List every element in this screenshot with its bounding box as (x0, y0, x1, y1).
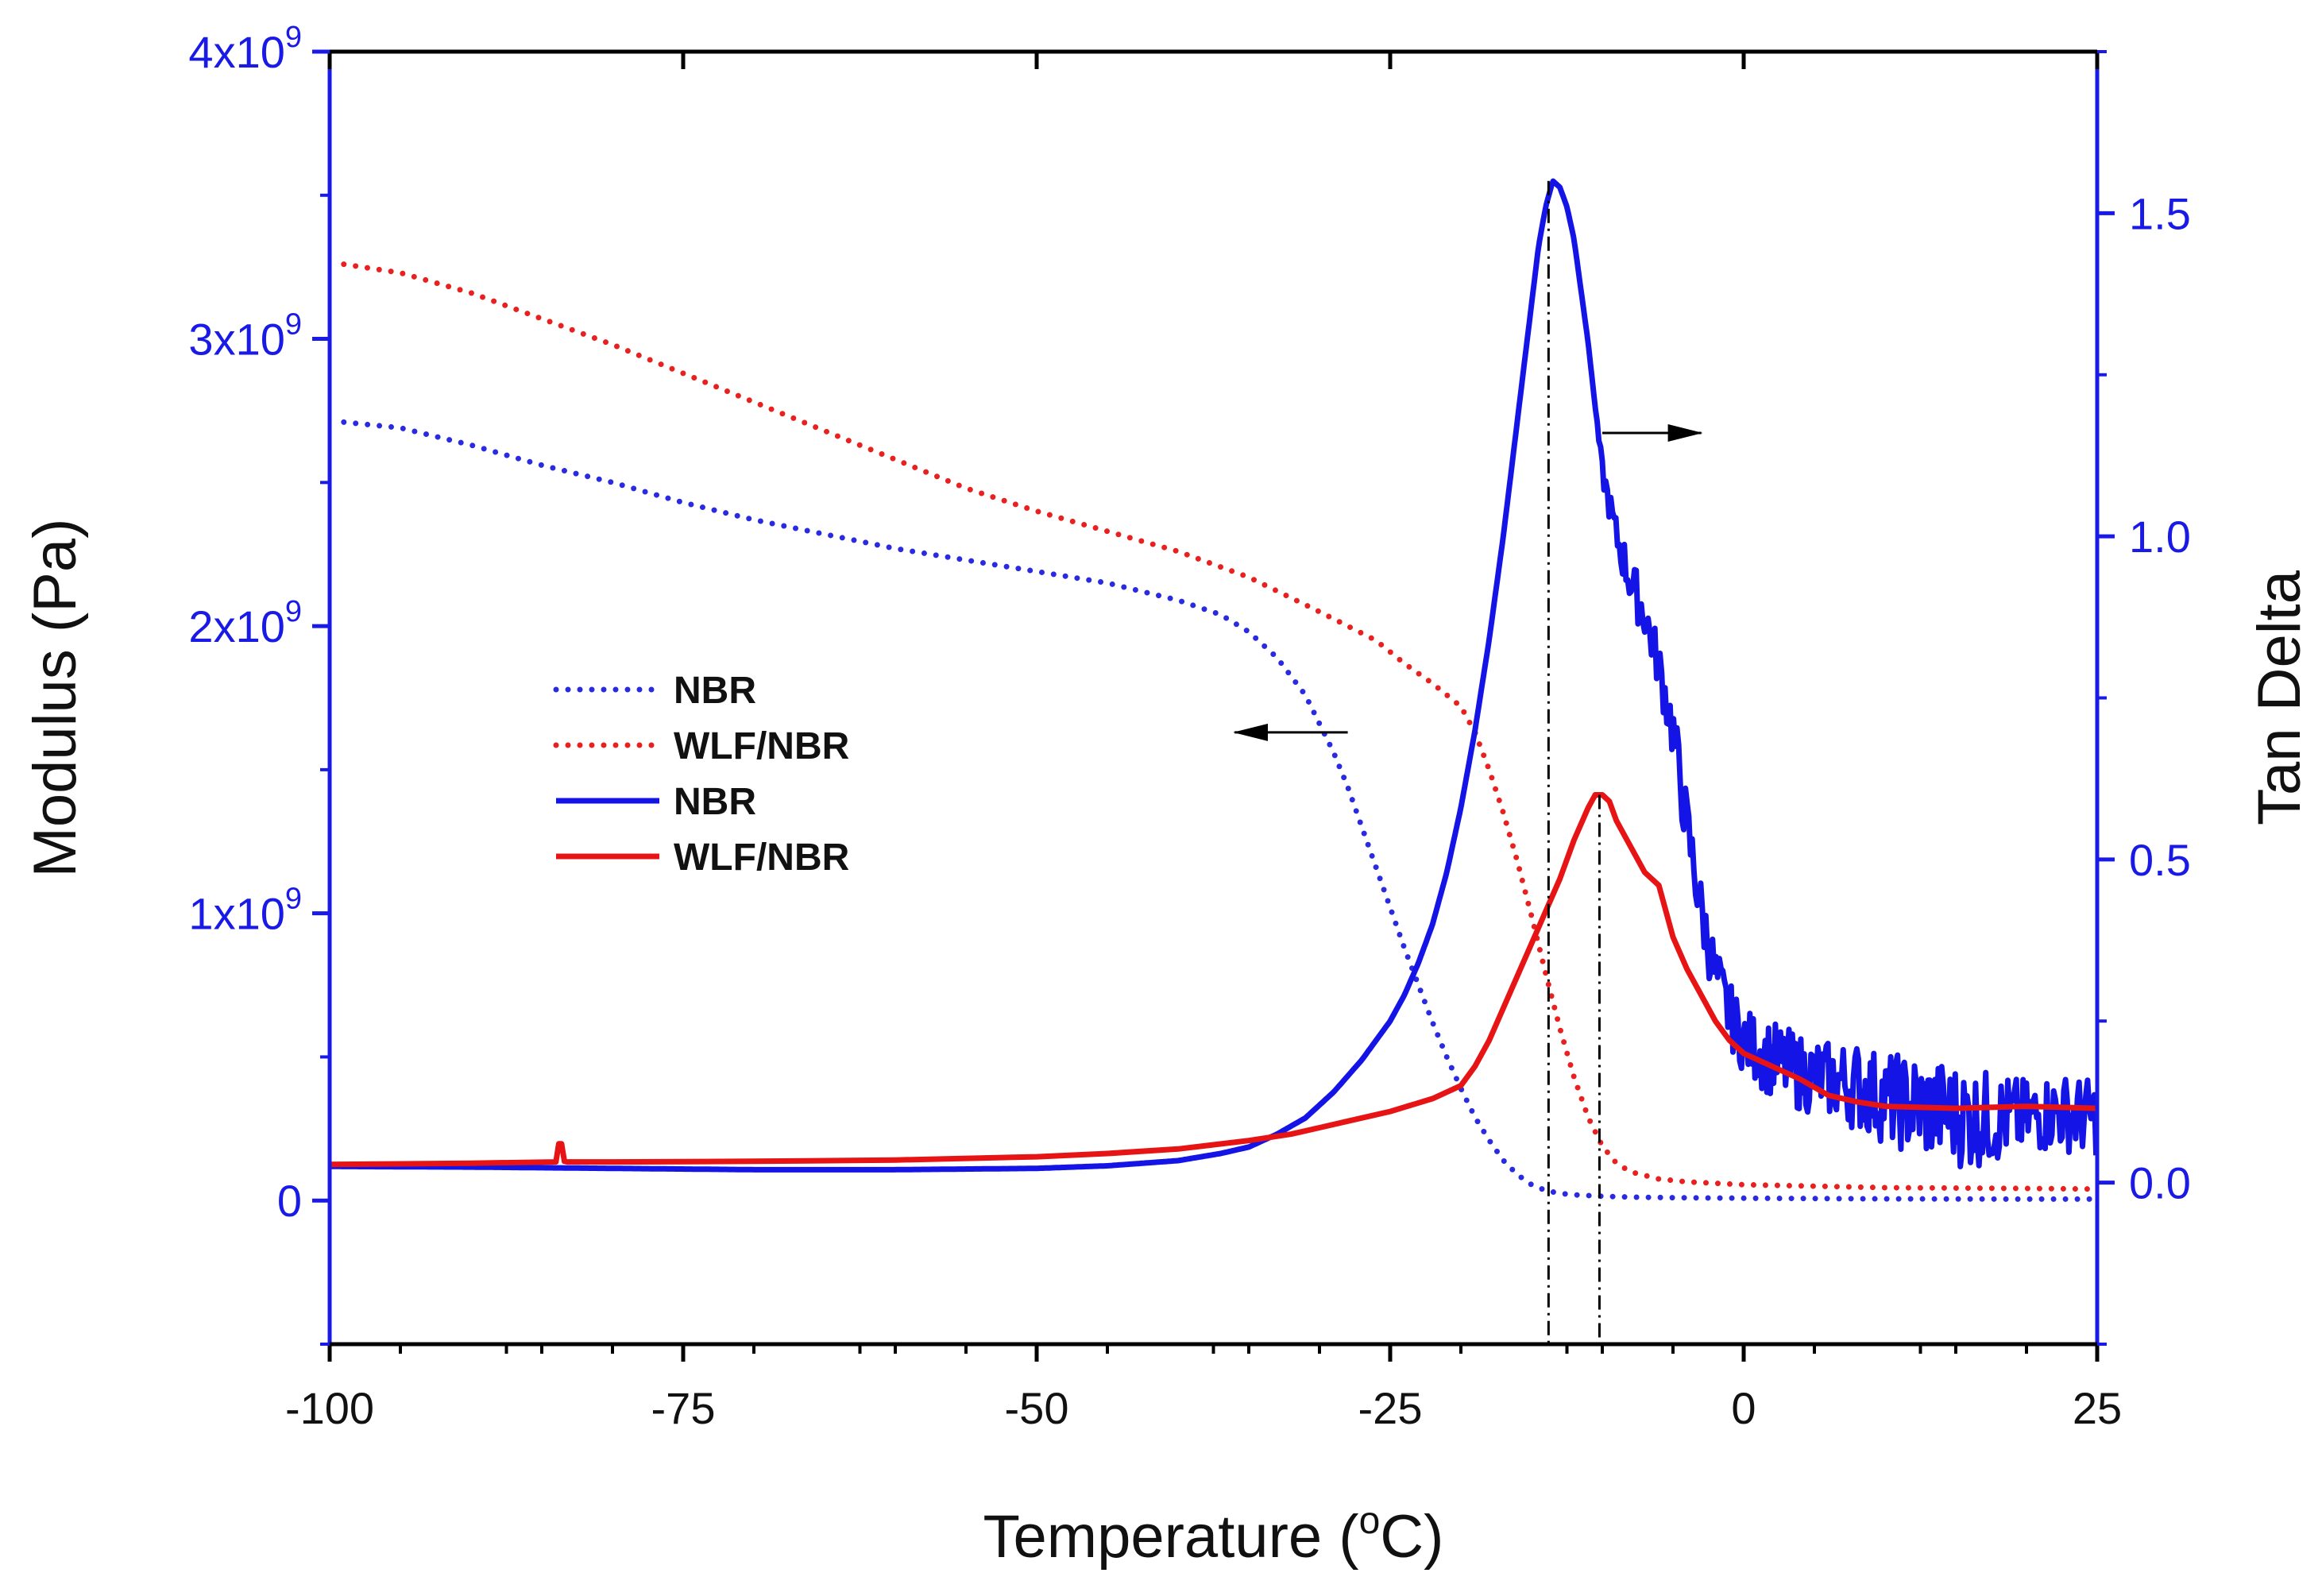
x-axis-title-tail: C) (1380, 1503, 1443, 1571)
x-tick-label: 0 (1731, 1383, 1756, 1433)
series-1-modulus-wlf-nbr (341, 261, 2100, 1192)
legend-label-0: NBR (674, 670, 756, 712)
x-axis-title: Temperature (oC) (983, 1500, 1444, 1571)
y-left-tick-label: 4x109 (188, 21, 302, 77)
y-right-tick-label: 1.5 (2129, 188, 2191, 238)
legend-label-2: NBR (674, 781, 756, 823)
x-axis-title-main: Temperature ( (983, 1503, 1359, 1571)
x-tick-label: -50 (1005, 1383, 1069, 1433)
y-left-tick-label: 3x109 (188, 308, 302, 365)
legend-label-3: WLF/NBR (674, 837, 849, 879)
series-0-modulus-nbr (341, 419, 2100, 1202)
x-axis-title-sup: o (1359, 1500, 1381, 1542)
series-2-tan-delta-nbr (328, 178, 2100, 1173)
y-right-tick-label: 1.0 (2129, 512, 2191, 562)
x-tick-label: -100 (285, 1383, 374, 1433)
axes: -100 -75 -50 -25 0 25 0 1x109 2x109 3x109 4x109 0.0… (188, 21, 2190, 1433)
x-tick-label: -25 (1358, 1383, 1423, 1433)
y-right-axis-title: Tan Delta (2246, 570, 2313, 825)
y-left-tick-label: 2x109 (188, 595, 302, 651)
y-right-tick-label: 0.5 (2129, 835, 2191, 885)
legend: NBR WLF/NBR NBR WLF/NBR (553, 670, 849, 879)
plot-area (328, 178, 2100, 1344)
legend-label-1: WLF/NBR (674, 725, 849, 767)
y-right-tick-label: 0.0 (2129, 1158, 2191, 1208)
series-3-tan-delta-wlf-nbr (329, 792, 2098, 1168)
x-tick-label: 25 (2073, 1383, 2122, 1433)
y-left-tick-label: 1x109 (188, 883, 302, 939)
y-left-axis-title: Modulus (Pa) (21, 519, 89, 878)
y-left-tick-label: 0 (277, 1176, 302, 1226)
x-tick-label: -75 (651, 1383, 716, 1433)
